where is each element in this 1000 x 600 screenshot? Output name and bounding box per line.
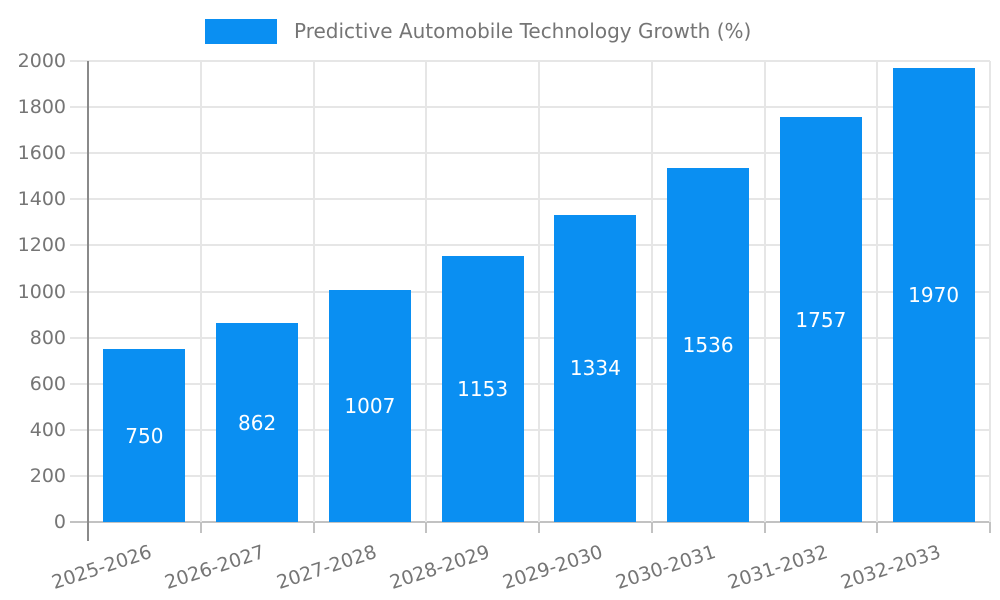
x-axis-tick bbox=[876, 522, 879, 533]
x-axis-tick bbox=[199, 522, 202, 533]
gridline-vertical bbox=[425, 61, 428, 522]
x-axis-label: 2031-2032 bbox=[725, 541, 831, 594]
gridline-vertical bbox=[312, 61, 315, 522]
bar-value-label: 1007 bbox=[344, 393, 396, 418]
x-axis-label: 2032-2033 bbox=[838, 541, 944, 594]
bar bbox=[892, 67, 975, 522]
gridline-horizontal bbox=[70, 336, 990, 339]
gridline-vertical bbox=[763, 61, 766, 522]
gridline-vertical bbox=[650, 61, 653, 522]
gridline-horizontal bbox=[70, 382, 990, 385]
y-axis-label: 1800 bbox=[17, 96, 66, 119]
x-axis-tick bbox=[538, 522, 540, 533]
gridline-horizontal bbox=[70, 106, 990, 109]
x-axis-tick bbox=[650, 522, 653, 533]
gridline-horizontal bbox=[70, 474, 990, 477]
gridline-horizontal bbox=[70, 198, 990, 201]
y-axis-label: 2000 bbox=[17, 50, 66, 72]
bar-value-label: 1970 bbox=[908, 282, 960, 307]
bar-value-label: 1153 bbox=[457, 377, 509, 402]
gridline-horizontal bbox=[70, 244, 990, 247]
bar-value-label: 862 bbox=[238, 410, 277, 435]
gridline-horizontal bbox=[70, 60, 990, 62]
bar bbox=[554, 214, 637, 522]
y-axis-line bbox=[87, 61, 89, 541]
bar-value-label: 1757 bbox=[795, 307, 847, 332]
y-axis-label: 200 bbox=[29, 464, 66, 487]
x-axis-label: 2026-2027 bbox=[161, 541, 267, 594]
bar-value-label: 750 bbox=[125, 423, 164, 448]
gridline-horizontal bbox=[70, 290, 990, 293]
y-axis-label: 1000 bbox=[17, 280, 66, 303]
x-axis-tick bbox=[425, 522, 428, 533]
x-axis-tick bbox=[989, 522, 991, 533]
bar bbox=[667, 167, 750, 522]
gridline-vertical bbox=[989, 61, 991, 522]
bar bbox=[779, 117, 862, 522]
gridline-horizontal bbox=[70, 152, 990, 155]
y-axis-label: 1200 bbox=[17, 234, 66, 257]
x-axis-tick bbox=[763, 522, 766, 533]
legend: Predictive Automobile Technology Growth … bbox=[205, 19, 751, 44]
y-axis-label: 1400 bbox=[17, 188, 66, 211]
bar bbox=[216, 323, 299, 522]
y-axis-label: 600 bbox=[29, 372, 66, 395]
y-axis-label: 1600 bbox=[17, 142, 66, 165]
y-axis-label: 0 bbox=[53, 511, 66, 533]
bar bbox=[328, 289, 411, 522]
bar-value-label: 1536 bbox=[682, 332, 734, 357]
x-axis-label: 2025-2026 bbox=[48, 541, 155, 594]
bar-value-label: 1334 bbox=[569, 356, 621, 381]
gridline-vertical bbox=[199, 61, 202, 522]
bar bbox=[441, 256, 524, 522]
legend-label: Predictive Automobile Technology Growth … bbox=[294, 19, 752, 43]
gridline-vertical bbox=[876, 61, 879, 522]
x-axis-label: 2028-2029 bbox=[387, 541, 493, 594]
bar bbox=[103, 349, 186, 522]
x-axis-label: 2029-2030 bbox=[499, 541, 606, 594]
y-axis-label: 800 bbox=[29, 326, 66, 349]
x-axis-label: 2030-2031 bbox=[612, 541, 718, 594]
x-axis-baseline bbox=[70, 521, 990, 523]
y-axis-label: 400 bbox=[29, 418, 66, 441]
legend-swatch bbox=[205, 19, 277, 44]
x-axis-tick bbox=[312, 522, 315, 533]
x-axis-label: 2027-2028 bbox=[274, 541, 380, 594]
gridline-vertical bbox=[538, 61, 540, 522]
gridline-horizontal bbox=[70, 428, 990, 431]
